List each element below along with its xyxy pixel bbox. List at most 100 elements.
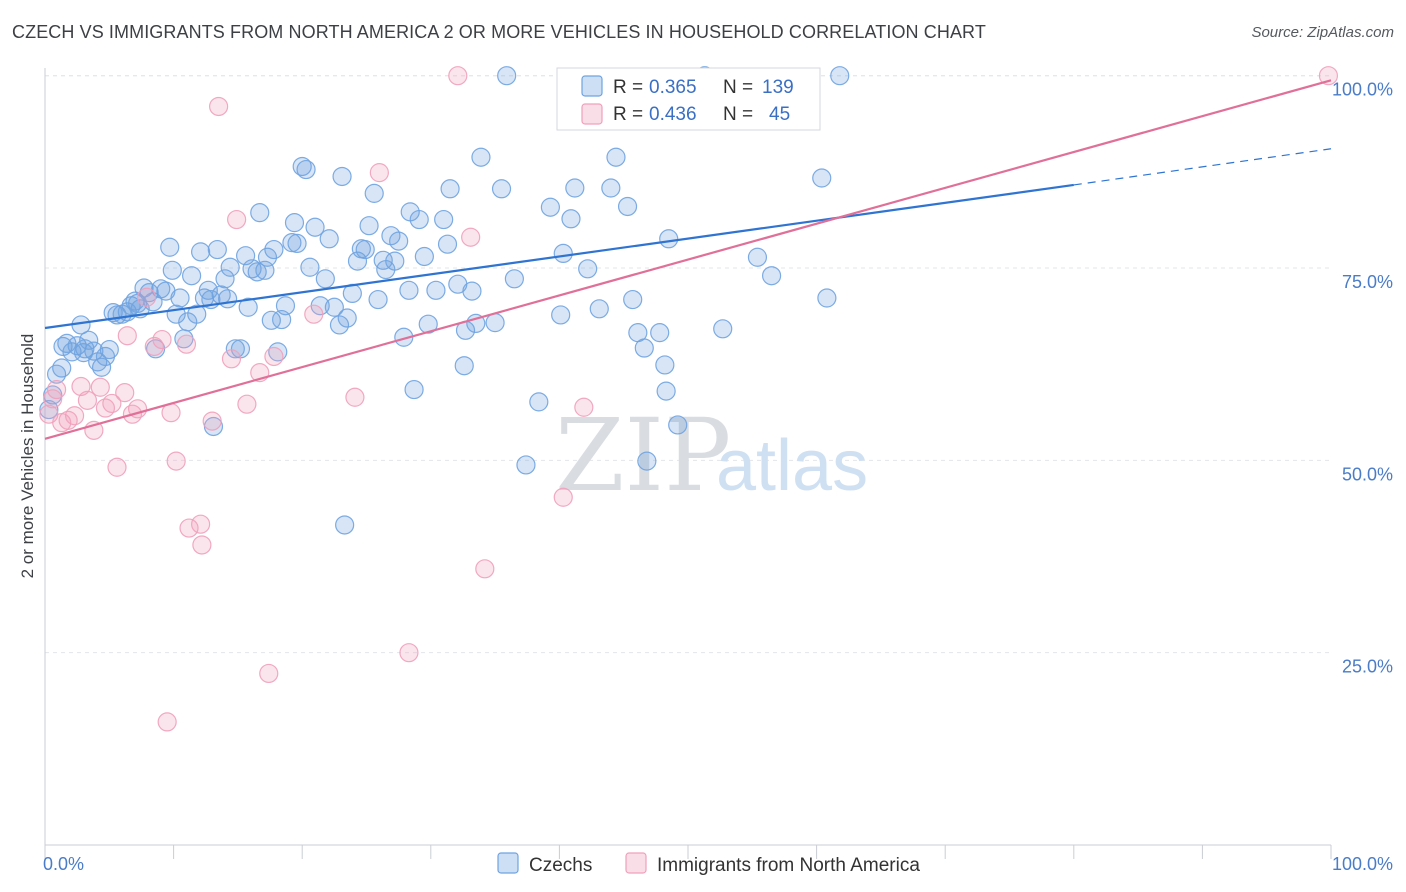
czechs-point [238,297,258,317]
czechs-point [606,147,626,167]
czechs-point [182,266,202,286]
source-credit: Source: ZipAtlas.com [1251,24,1394,41]
immigrants-point [259,663,279,684]
czechs-point [79,330,99,350]
czechs-point [812,168,832,188]
stats-blue-swatch [581,75,603,97]
czechs-point [399,280,419,300]
czechs-point [617,196,638,217]
immigrants-point [369,163,389,183]
czechs-point [91,357,112,377]
stats-blue-n-value: 139 [762,77,794,98]
stats-pink-swatch [581,103,603,125]
x-tick-marks [44,845,1332,859]
czechs-point [462,281,482,301]
czechs-point [52,358,72,378]
czechs-point [389,231,409,251]
immigrants-point [202,411,222,431]
immigrants-point [227,209,247,230]
immigrants-trend-line [44,79,1332,440]
czechs-trend-extension [1073,148,1332,186]
stats-pink-n-label: N = [723,104,753,125]
y-axis-label: 2 or more Vehicles in Household [18,334,37,579]
czechs-point [551,305,571,325]
czechs-point [656,381,676,401]
czechs-point [497,66,517,86]
y-tick-label-50: 50.0% [1342,464,1393,484]
czechs-point [215,269,235,289]
czechs-point [637,451,657,471]
stats-legend: R = 0.365 N = 139 R = 0.436 N = 45 [556,67,821,131]
y-tick-label-25: 25.0% [1342,657,1393,677]
czechs-point [713,319,733,339]
watermark-atlas: atlas [716,426,868,506]
czechs-point [282,233,302,253]
czechs-point [655,355,675,375]
czechs-point [296,159,316,180]
czechs-point [337,308,357,328]
immigrants-point [117,326,137,346]
stats-blue-r-value: 0.365 [649,77,697,98]
immigrants-point [102,393,122,414]
czechs-point [817,288,837,308]
czechs-point [437,234,458,254]
czechs-point [335,515,355,535]
czechs-point [529,392,549,412]
czechs-point [561,209,581,229]
czechs-point [264,239,284,260]
czechs-point [284,213,305,233]
czechs-point [376,259,396,280]
x-tick-label-max: 100.0% [1332,854,1393,874]
immigrants-point [90,377,110,397]
immigrants-point [43,389,63,409]
immigrants-point [237,394,257,414]
immigrants-point [448,66,468,86]
czechs-point [347,251,368,271]
czechs-point [761,266,782,286]
immigrants-point [304,304,324,324]
immigrants-point [166,451,186,471]
legend-czechs-swatch [497,852,519,874]
immigrants-point [1318,66,1339,86]
czechs-point [659,229,679,249]
immigrants-point [461,227,481,247]
immigrants-point [176,334,197,354]
czechs-point [491,179,512,199]
czechs-point [504,269,524,289]
czechs-point [634,338,654,358]
czechs-point [830,66,850,86]
czechs-point [368,289,388,310]
czechs-point [623,289,643,310]
czechs-point [414,246,434,267]
czechs-point [650,323,670,343]
legend-immigrants-swatch [625,852,647,874]
czechs-point [275,296,296,316]
czechs-point [257,247,278,267]
immigrants-point [475,559,495,579]
immigrants-point [144,336,164,357]
czechs-point [218,289,238,309]
immigrants-point [574,397,594,417]
czechs-point [220,257,240,277]
legend-immigrants-label: Immigrants from North America [657,855,920,876]
czechs-point [162,260,182,280]
immigrants-point [399,643,419,663]
czechs-point [426,280,446,300]
series-legend: Czechs Immigrants from North America [497,852,920,876]
immigrants-point [221,349,242,369]
immigrants-point [46,379,67,400]
czechs-point [747,247,768,267]
czechs-point [578,259,598,279]
immigrants-point [553,487,573,507]
czechs-point [160,237,180,257]
watermark: ZIP atlas [555,397,868,514]
czechs-point [319,229,339,249]
czechs-point [261,310,281,330]
czechs-point [300,257,320,277]
czechs-point [589,299,609,319]
czechs-point [364,183,384,203]
legend-czechs-label: Czechs [529,855,592,876]
czechs-point [324,297,344,317]
immigrants-point [264,346,284,367]
